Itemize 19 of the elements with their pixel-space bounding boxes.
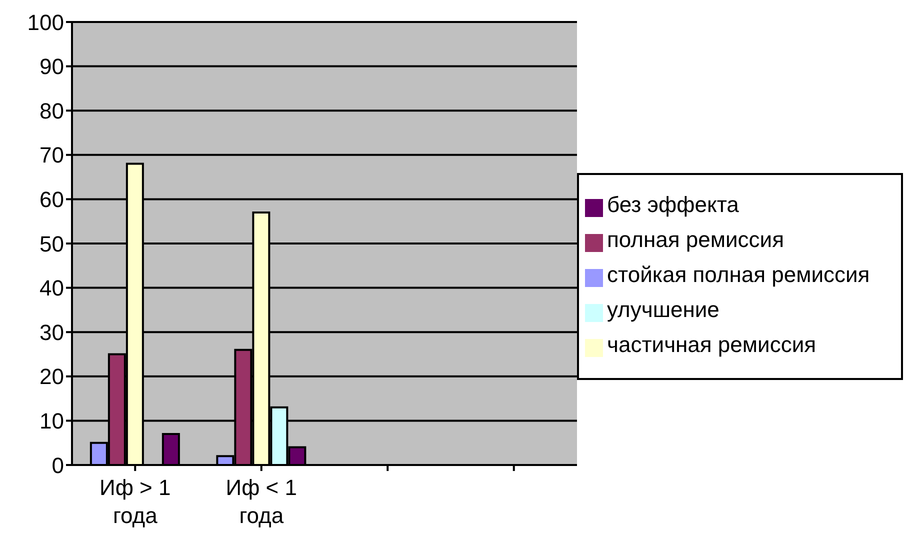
y-tick-label: 80 [40, 98, 64, 124]
y-tick-label: 40 [40, 276, 64, 301]
y-tick-label: 70 [40, 142, 64, 168]
y-tick-label: 30 [40, 320, 64, 345]
x-tick-label: Иф > 1 года [100, 475, 171, 528]
y-tick-label: 60 [40, 187, 64, 212]
y-tick-label: 0 [52, 452, 64, 478]
y-tick-label: 50 [40, 231, 64, 256]
legend-label: стойкая полная ремиссия [607, 262, 870, 287]
x-tick-label: Иф < 1 года [226, 475, 297, 528]
y-tick-label: 10 [40, 408, 64, 434]
legend-label: без эффекта [607, 192, 739, 217]
legend-label: улучшение [607, 297, 720, 322]
y-tick-label: 100 [27, 10, 64, 35]
legend-label: частичная ремиссия [607, 332, 816, 357]
legend-label: полная ремиссия [607, 227, 784, 252]
y-tick-label: 20 [40, 364, 64, 390]
bar [162, 432, 180, 465]
y-tick-label: 90 [40, 54, 64, 80]
